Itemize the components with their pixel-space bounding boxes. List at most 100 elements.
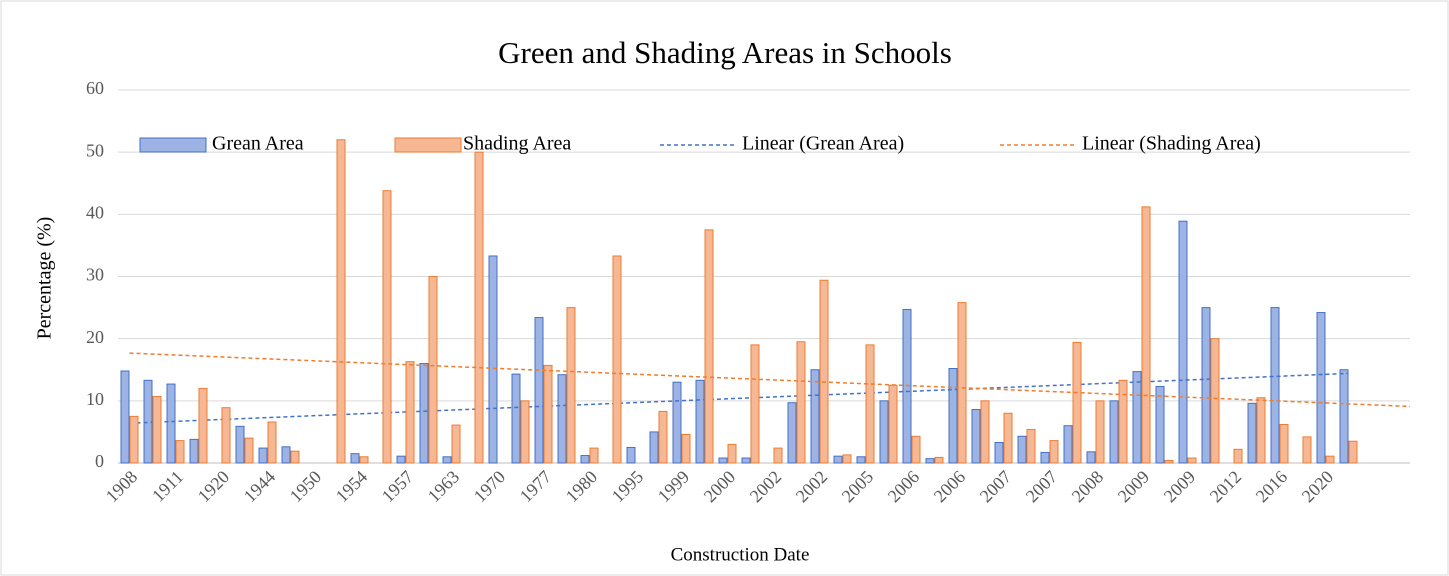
bar bbox=[971, 409, 981, 464]
bar bbox=[488, 255, 498, 464]
bar bbox=[1164, 460, 1174, 464]
legend-swatch bbox=[394, 137, 462, 153]
bar bbox=[1072, 341, 1082, 464]
bar bbox=[980, 400, 990, 464]
bar bbox=[1086, 451, 1096, 464]
bar bbox=[258, 447, 268, 464]
legend-label: Shading Area bbox=[463, 133, 571, 155]
y-tick-label: 40 bbox=[86, 202, 104, 222]
bar bbox=[1109, 400, 1119, 464]
legend-label: Grean Area bbox=[212, 133, 304, 155]
bar bbox=[1339, 369, 1349, 464]
bar bbox=[442, 456, 452, 464]
bar bbox=[856, 456, 866, 464]
bar bbox=[750, 344, 760, 464]
legend-swatch bbox=[139, 137, 207, 153]
bar bbox=[1256, 397, 1266, 464]
y-tick-label: 50 bbox=[86, 140, 104, 160]
bar bbox=[281, 446, 291, 464]
bar bbox=[566, 307, 576, 464]
bar bbox=[842, 454, 852, 464]
bar bbox=[152, 395, 162, 464]
bar bbox=[957, 302, 967, 464]
bar bbox=[1017, 435, 1027, 464]
bar bbox=[727, 443, 737, 464]
bar bbox=[819, 279, 829, 464]
bar bbox=[994, 441, 1004, 464]
bar bbox=[580, 455, 590, 464]
bar bbox=[1325, 455, 1335, 464]
bar bbox=[865, 344, 875, 464]
bar bbox=[382, 190, 392, 464]
bar bbox=[166, 383, 176, 464]
bar bbox=[1132, 371, 1142, 464]
bar bbox=[419, 363, 429, 464]
bar bbox=[649, 431, 659, 464]
bar bbox=[1026, 428, 1036, 464]
bar bbox=[1302, 436, 1312, 464]
bar bbox=[120, 370, 130, 464]
bar bbox=[1155, 386, 1165, 464]
bar bbox=[1201, 307, 1211, 464]
bar bbox=[1348, 440, 1358, 464]
bar bbox=[129, 415, 139, 464]
bar bbox=[1003, 412, 1013, 464]
bar bbox=[1279, 423, 1289, 464]
bar bbox=[888, 384, 898, 464]
bar bbox=[221, 407, 231, 464]
bar bbox=[1040, 451, 1050, 464]
bar bbox=[833, 455, 843, 464]
bar bbox=[428, 276, 438, 464]
bar bbox=[911, 435, 921, 464]
trendline bbox=[129, 352, 1411, 408]
bar bbox=[589, 447, 599, 464]
x-axis-label: Construction Date bbox=[671, 544, 810, 565]
y-tick-label: 60 bbox=[86, 78, 104, 98]
bar bbox=[350, 453, 360, 464]
bar bbox=[557, 374, 567, 464]
bar bbox=[741, 457, 751, 464]
bar bbox=[681, 433, 691, 464]
bar bbox=[704, 229, 714, 464]
bar bbox=[796, 341, 806, 464]
bar bbox=[1187, 457, 1197, 464]
legend-label: Linear (Shading Area) bbox=[1082, 133, 1261, 155]
bar bbox=[879, 400, 889, 464]
y-tick-label: 20 bbox=[86, 327, 104, 347]
bar bbox=[1270, 307, 1280, 464]
bar bbox=[787, 402, 797, 464]
bar bbox=[543, 364, 553, 464]
legend-label: Linear (Grean Area) bbox=[742, 133, 904, 155]
bar bbox=[474, 151, 484, 464]
y-tick-label: 30 bbox=[86, 265, 104, 285]
bar bbox=[626, 446, 636, 464]
chart-title: Green and Shading Areas in Schools bbox=[498, 35, 952, 70]
bar bbox=[511, 373, 521, 464]
y-tick-label: 0 bbox=[95, 451, 104, 471]
bar bbox=[396, 455, 406, 464]
bar bbox=[244, 437, 254, 464]
bar bbox=[359, 456, 369, 464]
bar bbox=[1316, 312, 1326, 464]
bar bbox=[1049, 440, 1059, 464]
bar bbox=[612, 255, 622, 464]
bar bbox=[290, 450, 300, 464]
bar bbox=[267, 421, 277, 464]
bar bbox=[405, 361, 415, 464]
y-tick-label: 10 bbox=[86, 389, 104, 409]
bar bbox=[925, 458, 935, 464]
bar bbox=[934, 456, 944, 464]
bar bbox=[672, 381, 682, 464]
bar bbox=[175, 440, 185, 464]
bar bbox=[520, 400, 530, 464]
bar bbox=[1095, 400, 1105, 464]
bar bbox=[773, 447, 783, 464]
bar bbox=[198, 387, 208, 464]
bar bbox=[1247, 402, 1257, 464]
bar bbox=[658, 410, 668, 464]
bar bbox=[336, 139, 346, 464]
bar bbox=[810, 369, 820, 464]
bar bbox=[534, 317, 544, 464]
